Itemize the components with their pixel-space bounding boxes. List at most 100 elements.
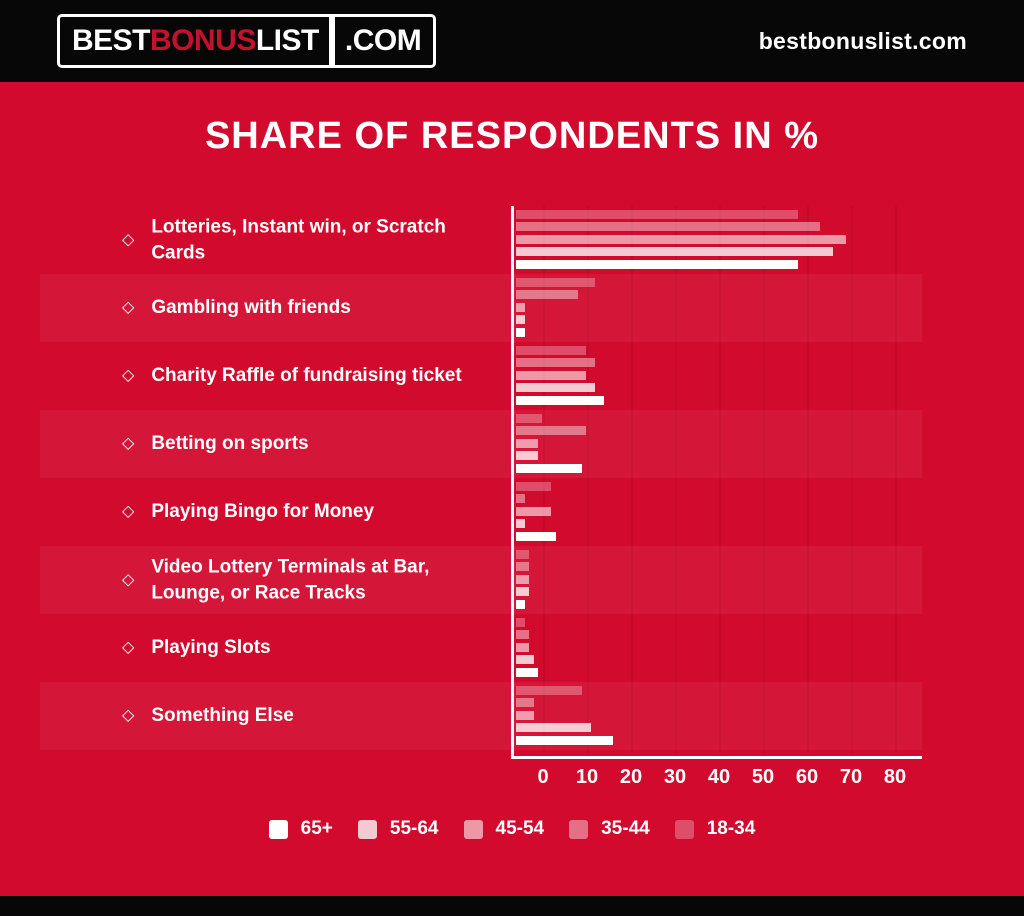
- chart-row: ◇ Video Lottery Terminals at Bar, Lounge,…: [0, 546, 1024, 614]
- bar-group: [516, 413, 587, 473]
- bar-group: [516, 481, 556, 541]
- gridlines: [513, 206, 923, 753]
- bar-45-54: [516, 302, 525, 312]
- chart-row: ◇ Playing Bingo for Money: [0, 478, 1024, 546]
- bar-group: [516, 685, 613, 745]
- category-label: ◇ Playing Bingo for Money: [122, 499, 502, 525]
- logo: BEST BONUS LIST .COM: [57, 14, 437, 68]
- legend-swatch: [569, 819, 589, 839]
- legend-item-65+: 65+: [268, 818, 333, 840]
- x-tick-label: 0: [537, 766, 549, 788]
- y-axis-line: [511, 206, 514, 759]
- gridline: [675, 206, 677, 753]
- bar-18-34: [516, 277, 596, 287]
- bar-18-34: [516, 345, 587, 355]
- bar-35-44: [516, 426, 587, 436]
- category-label: ◇ Video Lottery Terminals at Bar, Lounge,…: [122, 554, 502, 605]
- bar-45-54: [516, 574, 530, 584]
- logo-dotcom: .COM: [344, 24, 422, 57]
- legend: 65+ 55-64 45-54 35-44 18-34: [0, 818, 1024, 840]
- x-axis-line: [511, 756, 922, 759]
- bar-35-44: [516, 562, 530, 572]
- category-label-text: Gambling with friends: [151, 297, 351, 319]
- category-label-text: Video Lottery Terminals at Bar, Lounge, …: [151, 556, 430, 603]
- chart-row: ◇ Lotteries, Instant win, or Scratch Card…: [0, 206, 1024, 274]
- legend-item-55-64: 55-64: [357, 818, 439, 840]
- diamond-bullet-icon: ◇: [122, 571, 135, 589]
- bar-65+: [516, 463, 582, 473]
- logo-divider: [328, 17, 335, 65]
- category-label: ◇ Playing Slots: [122, 635, 502, 661]
- bar-35-44: [516, 494, 525, 504]
- bar-35-44: [516, 358, 596, 368]
- x-tick-label: 10: [575, 766, 599, 788]
- page-title: SHARE OF RESPONDENTS IN %: [204, 115, 820, 157]
- diamond-bullet-icon: ◇: [122, 639, 135, 657]
- category-label: ◇ Charity Raffle of fundraising ticket: [122, 363, 502, 389]
- diamond-bullet-icon: ◇: [122, 367, 135, 385]
- chart-row: ◇ Gambling with friends: [0, 274, 1024, 342]
- logo-bonus: BONUS: [150, 24, 256, 57]
- gridline: [807, 206, 809, 753]
- logo-best: BEST: [72, 24, 151, 57]
- diamond-bullet-icon: ◇: [122, 299, 135, 317]
- bar-group: [516, 345, 604, 405]
- legend-swatch: [268, 819, 288, 839]
- bar-65+: [516, 395, 604, 405]
- bar-55-64: [516, 247, 833, 257]
- category-label: ◇ Gambling with friends: [122, 295, 502, 321]
- legend-label: 65+: [300, 818, 333, 839]
- bar-35-44: [516, 290, 578, 300]
- gridline: [895, 206, 897, 753]
- legend-label: 35-44: [601, 818, 650, 839]
- legend-swatch: [357, 819, 377, 839]
- bar-group: [516, 617, 538, 677]
- x-tick-label: 70: [839, 766, 863, 788]
- diamond-bullet-icon: ◇: [122, 503, 135, 521]
- category-label-text: Playing Bingo for Money: [151, 501, 375, 523]
- bar-group: [516, 277, 596, 337]
- bar-group: [516, 549, 530, 609]
- bar-18-34: [516, 481, 552, 491]
- bar-55-64: [516, 587, 530, 597]
- logo-list: LIST: [255, 24, 320, 57]
- bar-35-44: [516, 630, 530, 640]
- x-tick-label: 40: [707, 766, 731, 788]
- bar-65+: [516, 531, 556, 541]
- bar-35-44: [516, 222, 820, 232]
- gridline: [719, 206, 721, 753]
- bar-65+: [516, 735, 613, 745]
- bar-55-64: [516, 451, 538, 461]
- chart-row: ◇ Playing Slots: [0, 614, 1024, 682]
- chart-row: ◇ Betting on sports: [0, 410, 1024, 478]
- legend-item-18-34: 18-34: [674, 818, 756, 840]
- bar-45-54: [516, 438, 538, 448]
- bar-65+: [516, 599, 525, 609]
- diamond-bullet-icon: ◇: [122, 435, 135, 453]
- category-label-text: Betting on sports: [151, 433, 309, 455]
- chart-rows: ◇ Lotteries, Instant win, or Scratch Card…: [0, 206, 1024, 750]
- legend-label: 45-54: [495, 818, 545, 839]
- bar-55-64: [516, 315, 525, 325]
- bar-group: [516, 209, 846, 269]
- bar-18-34: [516, 617, 525, 627]
- gridline: [763, 206, 765, 753]
- bar-18-34: [516, 209, 798, 219]
- bar-45-54: [516, 710, 534, 720]
- gridline: [851, 206, 853, 753]
- infographic-body: SHARE OF RESPONDENTS IN % ◇ Lotteries, In…: [0, 82, 1024, 896]
- bar-45-54: [516, 234, 846, 244]
- bar-45-54: [516, 370, 587, 380]
- category-label-text: Something Else: [151, 705, 294, 727]
- chart-row: ◇ Charity Raffle of fundraising ticket: [0, 342, 1024, 410]
- bar-55-64: [516, 723, 591, 733]
- bar-18-34: [516, 685, 582, 695]
- gridline: [631, 206, 633, 753]
- bar-65+: [516, 327, 525, 337]
- bar-55-64: [516, 655, 534, 665]
- bar-18-34: [516, 413, 543, 423]
- bar-chart: ◇ Lotteries, Instant win, or Scratch Card…: [0, 206, 1024, 866]
- bar-45-54: [516, 506, 552, 516]
- gridline: [587, 206, 589, 753]
- legend-label: 18-34: [706, 818, 756, 839]
